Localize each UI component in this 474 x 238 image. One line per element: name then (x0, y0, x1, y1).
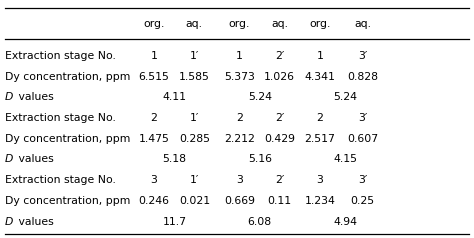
Text: 3: 3 (151, 175, 157, 185)
Text: 2′: 2′ (275, 113, 284, 123)
Text: 3′: 3′ (358, 51, 367, 61)
Text: 2′: 2′ (275, 51, 284, 61)
Text: Extraction stage No.: Extraction stage No. (5, 113, 116, 123)
Text: 2: 2 (236, 113, 243, 123)
Text: Dy concentration, ppm: Dy concentration, ppm (5, 134, 130, 144)
Text: 1: 1 (151, 51, 157, 61)
Text: 5.24: 5.24 (333, 92, 357, 102)
Text: 3′: 3′ (358, 175, 367, 185)
Text: values: values (15, 217, 54, 227)
Text: Extraction stage No.: Extraction stage No. (5, 175, 116, 185)
Text: D: D (5, 217, 13, 227)
Text: org.: org. (143, 19, 165, 29)
Text: aq.: aq. (354, 19, 371, 29)
Text: 1.585: 1.585 (179, 72, 210, 82)
Text: 0.285: 0.285 (179, 134, 210, 144)
Text: 5.24: 5.24 (248, 92, 272, 102)
Text: 2: 2 (317, 113, 323, 123)
Text: org.: org. (228, 19, 250, 29)
Text: 2′: 2′ (275, 175, 284, 185)
Text: 3′: 3′ (358, 113, 367, 123)
Text: 0.25: 0.25 (351, 196, 374, 206)
Text: 0.607: 0.607 (347, 134, 378, 144)
Text: 5.18: 5.18 (163, 154, 186, 164)
Text: 0.021: 0.021 (179, 196, 210, 206)
Text: Dy concentration, ppm: Dy concentration, ppm (5, 196, 130, 206)
Text: 6.08: 6.08 (248, 217, 272, 227)
Text: 1′: 1′ (190, 51, 199, 61)
Text: D: D (5, 92, 13, 102)
Text: 3: 3 (317, 175, 323, 185)
Text: 5.373: 5.373 (224, 72, 255, 82)
Text: Dy concentration, ppm: Dy concentration, ppm (5, 72, 130, 82)
Text: 5.16: 5.16 (248, 154, 272, 164)
Text: 0.11: 0.11 (268, 196, 292, 206)
Text: aq.: aq. (186, 19, 203, 29)
Text: 1.234: 1.234 (304, 196, 336, 206)
Text: 1: 1 (236, 51, 243, 61)
Text: 11.7: 11.7 (163, 217, 186, 227)
Text: 2.212: 2.212 (224, 134, 255, 144)
Text: org.: org. (309, 19, 331, 29)
Text: 0.246: 0.246 (138, 196, 170, 206)
Text: 4.11: 4.11 (163, 92, 186, 102)
Text: 4.15: 4.15 (333, 154, 357, 164)
Text: 3: 3 (236, 175, 243, 185)
Text: Extraction stage No.: Extraction stage No. (5, 51, 116, 61)
Text: 2.517: 2.517 (304, 134, 336, 144)
Text: 1′: 1′ (190, 175, 199, 185)
Text: 0.828: 0.828 (347, 72, 378, 82)
Text: 0.669: 0.669 (224, 196, 255, 206)
Text: values: values (15, 92, 54, 102)
Text: values: values (15, 154, 54, 164)
Text: 1.475: 1.475 (138, 134, 170, 144)
Text: 1: 1 (317, 51, 323, 61)
Text: 1′: 1′ (190, 113, 199, 123)
Text: 4.94: 4.94 (333, 217, 357, 227)
Text: D: D (5, 154, 13, 164)
Text: 0.429: 0.429 (264, 134, 295, 144)
Text: 2: 2 (151, 113, 157, 123)
Text: aq.: aq. (271, 19, 288, 29)
Text: 4.341: 4.341 (304, 72, 336, 82)
Text: 1.026: 1.026 (264, 72, 295, 82)
Text: 6.515: 6.515 (138, 72, 170, 82)
